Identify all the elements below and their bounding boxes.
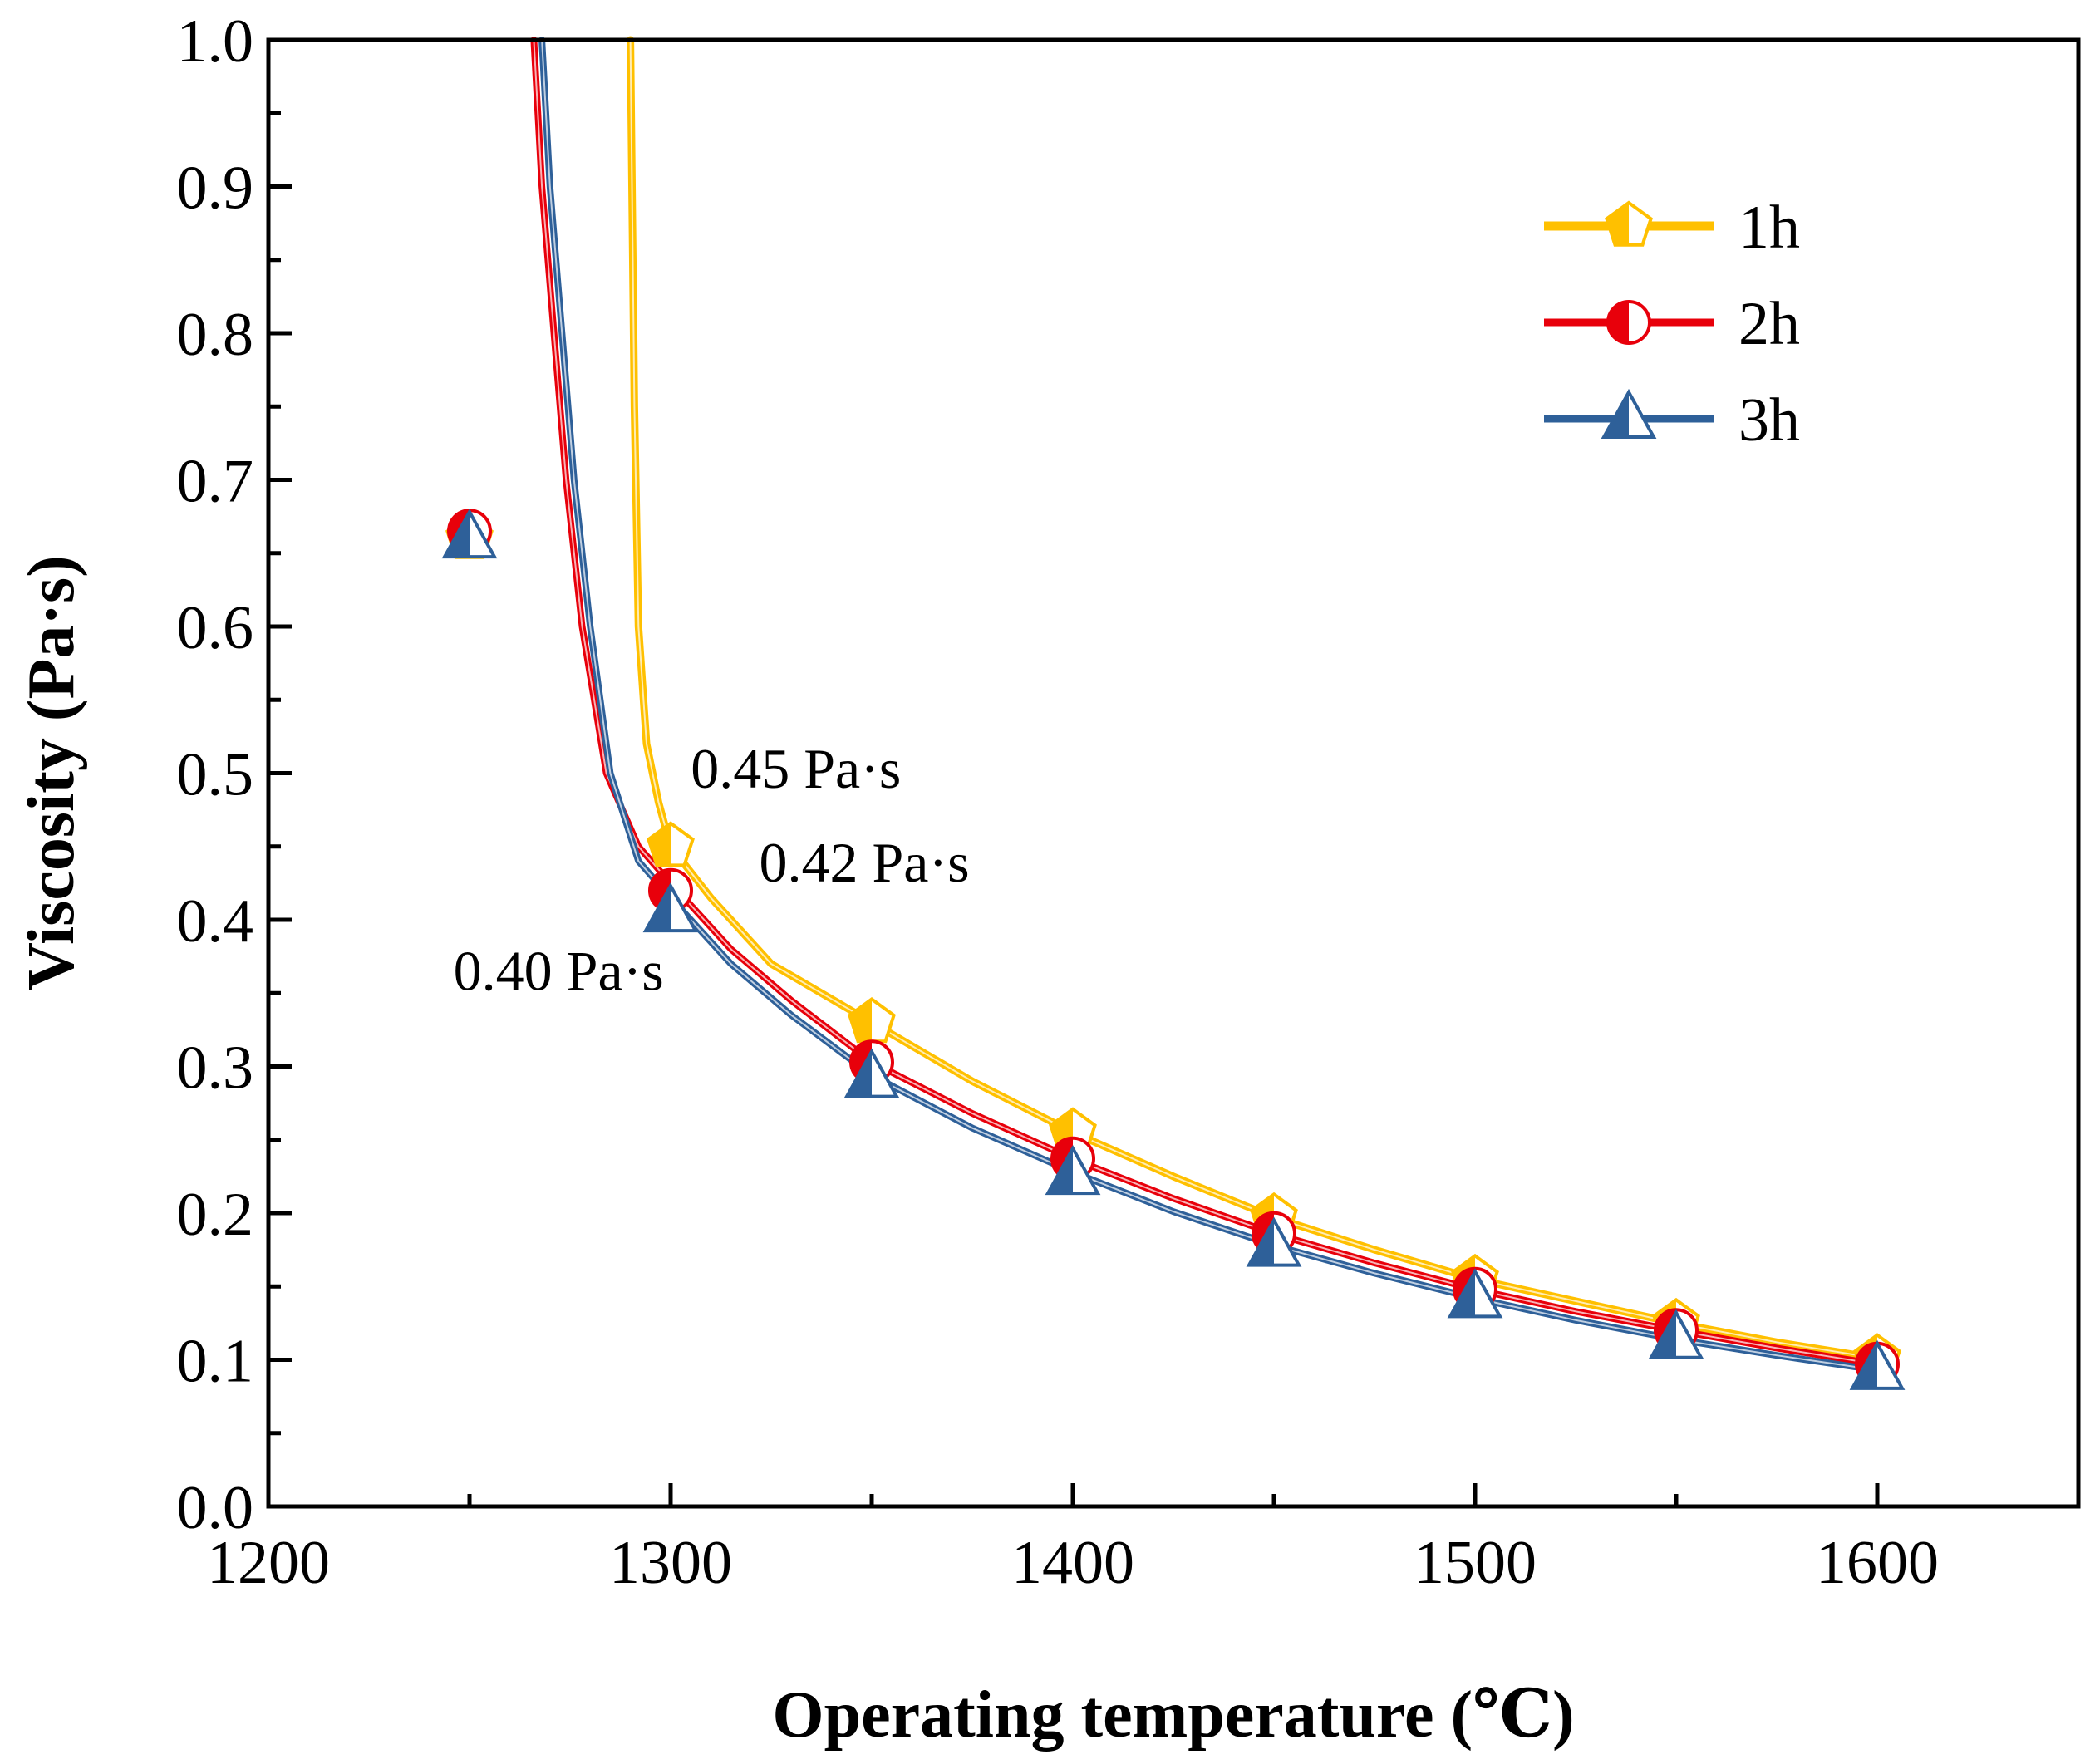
y-tick-label: 1.0 bbox=[177, 7, 254, 76]
y-axis-title: Viscosity (Pa·s) bbox=[15, 555, 88, 990]
y-tick-label: 0.3 bbox=[177, 1034, 254, 1103]
x-tick-label: 1300 bbox=[609, 1529, 732, 1597]
data-point-3h bbox=[1246, 1216, 1302, 1267]
y-tick-label: 0.7 bbox=[177, 448, 254, 516]
data-point-3h bbox=[843, 1048, 900, 1098]
y-tick-label: 0.9 bbox=[177, 155, 254, 223]
legend-label-3h: 3h bbox=[1738, 386, 1800, 455]
annotation-label: 0.42 Pa·s bbox=[759, 831, 969, 894]
y-tick-label: 0.4 bbox=[177, 887, 254, 956]
data-point-3h bbox=[642, 882, 699, 933]
data-point-3h bbox=[1849, 1339, 1906, 1390]
legend-marker-1h bbox=[1605, 200, 1653, 247]
y-tick-label: 0.8 bbox=[177, 301, 254, 369]
x-tick-label: 1200 bbox=[207, 1529, 330, 1597]
data-point-1h bbox=[647, 821, 695, 867]
x-tick-label: 1500 bbox=[1414, 1529, 1537, 1597]
x-axis-title: Operating temperature (℃) bbox=[772, 1678, 1574, 1752]
annotation-label: 0.40 Pa·s bbox=[454, 940, 664, 1003]
y-tick-label: 0.0 bbox=[177, 1474, 254, 1542]
legend-marker-2h bbox=[1606, 300, 1651, 345]
y-tick-label: 0.5 bbox=[177, 741, 254, 809]
legend-label-1h: 1h bbox=[1738, 194, 1800, 262]
legend: 1h 2h 3h bbox=[1544, 194, 1800, 455]
y-tick-label: 0.1 bbox=[177, 1328, 254, 1396]
legend-marker-3h bbox=[1601, 388, 1657, 439]
data-point-3h bbox=[1447, 1268, 1503, 1319]
x-tick-label: 1600 bbox=[1816, 1529, 1939, 1597]
legend-label-2h: 2h bbox=[1738, 290, 1800, 358]
data-point-3h bbox=[1045, 1144, 1101, 1196]
series-line-highlight-1h bbox=[629, 39, 1878, 1359]
data-point-3h bbox=[441, 508, 498, 559]
y-tick-label: 0.2 bbox=[177, 1181, 254, 1249]
y-tick-label: 0.6 bbox=[177, 594, 254, 662]
x-tick-label: 1400 bbox=[1011, 1529, 1134, 1597]
annotation-label: 0.45 Pa·s bbox=[691, 737, 901, 800]
data-point-3h bbox=[1648, 1309, 1704, 1359]
